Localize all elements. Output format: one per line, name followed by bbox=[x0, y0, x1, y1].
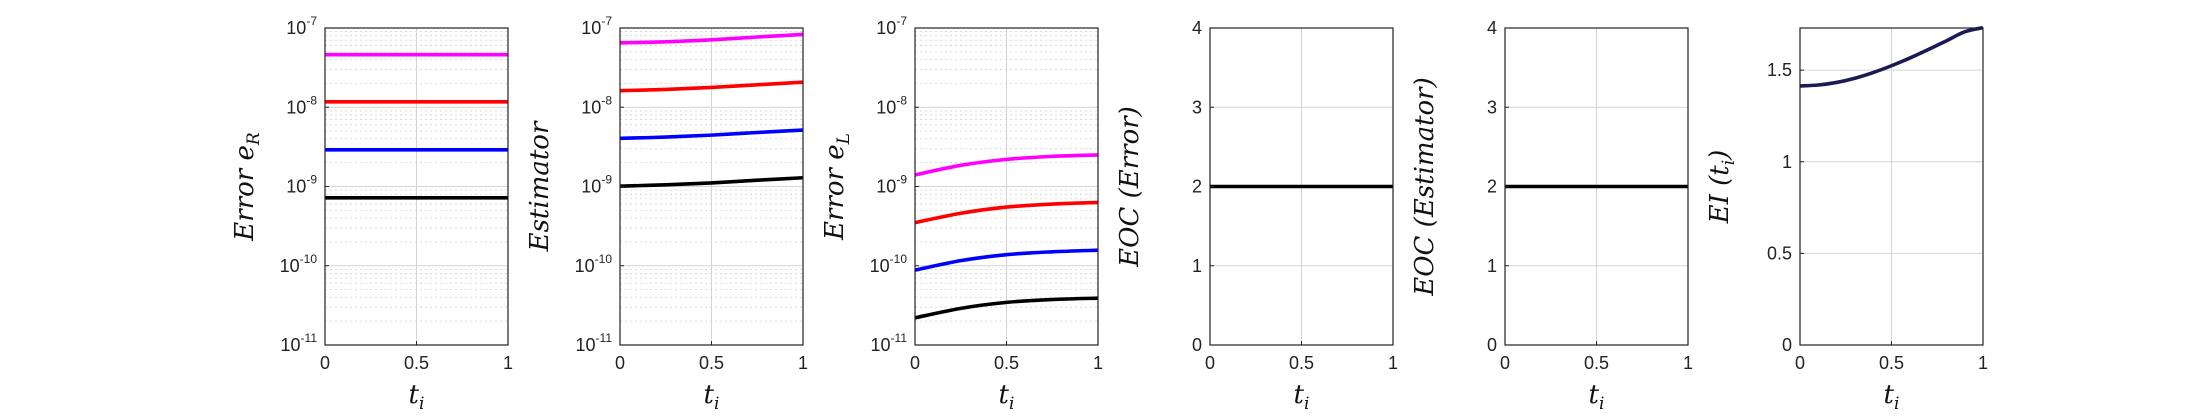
series-line-1 bbox=[1799, 25, 1984, 88]
y-tick-label: 10-11 bbox=[281, 331, 318, 355]
y-tick-label: 10-9 bbox=[286, 173, 317, 197]
x-tick-label: 0.5 bbox=[994, 353, 1019, 373]
chart-panel-5: 0 1 2 3 4 0 0.5 1 ti EOC (Estimator) bbox=[1410, 18, 1693, 414]
chart-panel-4: 0 1 2 3 4 0 0.5 1 ti EOC (Error) bbox=[1115, 18, 1398, 414]
y-tick-label: 0 bbox=[1487, 335, 1497, 355]
x-tick-label: 0.5 bbox=[699, 353, 724, 373]
chart-panel-6: 0 0.5 1 1.5 0 0.5 1 ti EI (ti) bbox=[1705, 25, 1988, 414]
y-tick-label: 1.5 bbox=[1767, 60, 1792, 80]
x-tick-label: 0.5 bbox=[1584, 353, 1609, 373]
y-tick-label: 10-10 bbox=[870, 252, 908, 276]
x-tick-label: 1 bbox=[1388, 353, 1398, 373]
series-line-1 bbox=[619, 32, 804, 45]
chart-panel-2: 10-11 10-10 10-9 10-8 10-7 0 0.5 1 ti Estimator bbox=[525, 14, 808, 414]
y-tick-label: 10-8 bbox=[581, 93, 612, 117]
y-tick-label: 1 bbox=[1487, 256, 1497, 276]
y-tick-label: 10-11 bbox=[576, 331, 613, 355]
y-tick-label: 2 bbox=[1487, 177, 1497, 197]
x-tick-label: 1 bbox=[1978, 353, 1988, 373]
y-tick-label: 10-9 bbox=[876, 173, 907, 197]
x-tick-label: 0.5 bbox=[1879, 353, 1904, 373]
y-tick-label: 10-7 bbox=[286, 14, 317, 38]
series-line-4 bbox=[619, 175, 804, 188]
y-tick-label: 4 bbox=[1192, 18, 1202, 38]
series-line-4 bbox=[914, 296, 1099, 320]
x-axis-label: ti bbox=[999, 380, 1015, 414]
y-tick-label: 4 bbox=[1487, 18, 1497, 38]
y-tick-label: 10-7 bbox=[581, 14, 612, 38]
series-line-3 bbox=[619, 128, 804, 141]
y-tick-label: 0 bbox=[1782, 335, 1792, 355]
y-tick-label: 10-10 bbox=[280, 252, 318, 276]
x-tick-label: 0.5 bbox=[1289, 353, 1314, 373]
y-tick-label: 10-8 bbox=[876, 93, 907, 117]
chart-panel-3: 10-11 10-10 10-9 10-8 10-7 0 0.5 1 ti Error eL bbox=[820, 14, 1103, 414]
series-line-2 bbox=[619, 80, 804, 93]
x-tick-label: 0.5 bbox=[404, 353, 429, 373]
y-tick-label: 10-7 bbox=[876, 14, 907, 38]
x-tick-label: 0 bbox=[1205, 353, 1215, 373]
y-axis-label: EI (ti) bbox=[1705, 150, 1739, 225]
y-axis-label: Error eR bbox=[230, 132, 264, 242]
y-tick-label: 3 bbox=[1487, 97, 1497, 117]
x-tick-label: 1 bbox=[798, 353, 808, 373]
y-tick-label: 10-9 bbox=[581, 173, 612, 197]
y-tick-label: 1 bbox=[1192, 256, 1202, 276]
x-axis-label: ti bbox=[1884, 380, 1900, 414]
y-tick-label: 10-10 bbox=[575, 252, 613, 276]
x-tick-label: 1 bbox=[1093, 353, 1103, 373]
y-tick-label: 0.5 bbox=[1767, 243, 1792, 263]
y-tick-label: 2 bbox=[1192, 177, 1202, 197]
x-tick-label: 0 bbox=[615, 353, 625, 373]
y-tick-label: 10-11 bbox=[871, 331, 908, 355]
x-axis-label: ti bbox=[704, 380, 720, 414]
chart-panel-1: 10-11 10-10 10-9 10-8 10-7 0 0.5 1 ti Error eR bbox=[230, 14, 513, 414]
y-axis-label: EOC (Estimator) bbox=[1410, 77, 1440, 297]
x-tick-label: 1 bbox=[1683, 353, 1693, 373]
series-line-1 bbox=[914, 153, 1099, 177]
y-tick-label: 1 bbox=[1782, 152, 1792, 172]
x-tick-label: 0 bbox=[910, 353, 920, 373]
x-axis-label: ti bbox=[1589, 380, 1605, 414]
x-axis-label: ti bbox=[1294, 380, 1310, 414]
x-tick-label: 0 bbox=[1500, 353, 1510, 373]
x-axis-label: ti bbox=[409, 380, 425, 414]
series-line-2 bbox=[914, 200, 1099, 225]
y-tick-label: 3 bbox=[1192, 97, 1202, 117]
series-line-3 bbox=[914, 248, 1099, 272]
y-tick-label: 0 bbox=[1192, 335, 1202, 355]
x-tick-label: 1 bbox=[503, 353, 513, 373]
y-axis-label: Error eL bbox=[820, 133, 854, 241]
x-tick-label: 0 bbox=[320, 353, 330, 373]
y-axis-label: Estimator bbox=[525, 120, 555, 252]
y-axis-label: EOC (Error) bbox=[1115, 106, 1145, 268]
x-tick-label: 0 bbox=[1795, 353, 1805, 373]
y-tick-label: 10-8 bbox=[286, 93, 317, 117]
